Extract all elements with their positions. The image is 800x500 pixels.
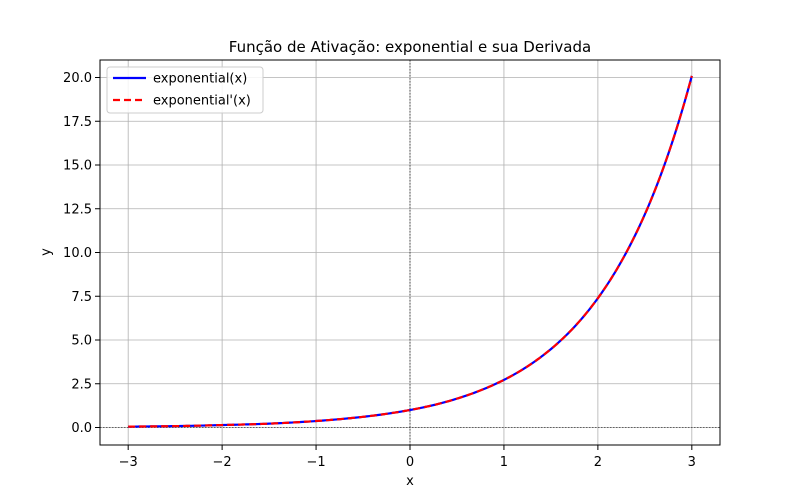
series-lines [128, 75, 693, 428]
y-axis-ticks: 0.0 2.5 5.0 7.5 10.0 12.5 15.0 17.5 20.0 [63, 71, 100, 436]
legend: exponential(x) exponential'(x) [106, 66, 264, 114]
legend-label-1: exponential(x) [153, 72, 247, 87]
x-tick-label: −3 [119, 455, 138, 470]
x-axis-ticks: −3 −2 −1 0 1 2 3 [119, 445, 696, 470]
x-tick-label: 1 [500, 455, 508, 470]
x-tick-label: 2 [594, 455, 602, 470]
y-axis-label: y [39, 248, 54, 256]
x-tick-label: −2 [213, 455, 232, 470]
y-tick-label: 15.0 [63, 159, 92, 174]
y-tick-label: 0.0 [71, 421, 92, 436]
y-tick-label: 2.5 [71, 377, 92, 392]
x-axis-label: x [406, 474, 414, 489]
y-tick-label: 7.5 [71, 290, 92, 305]
y-tick-label: 12.5 [63, 202, 92, 217]
series-line-2 [128, 75, 693, 428]
y-tick-label: 17.5 [63, 115, 92, 130]
chart-title: Função de Ativação: exponential e sua De… [229, 38, 591, 56]
legend-label-2: exponential'(x) [153, 94, 251, 109]
y-tick-label: 5.0 [71, 334, 92, 349]
y-tick-label: 10.0 [63, 246, 92, 261]
x-tick-label: 3 [688, 455, 696, 470]
x-tick-label: −1 [306, 455, 325, 470]
y-tick-label: 20.0 [63, 71, 92, 86]
x-tick-label: 0 [406, 455, 414, 470]
zero-lines [100, 60, 720, 445]
